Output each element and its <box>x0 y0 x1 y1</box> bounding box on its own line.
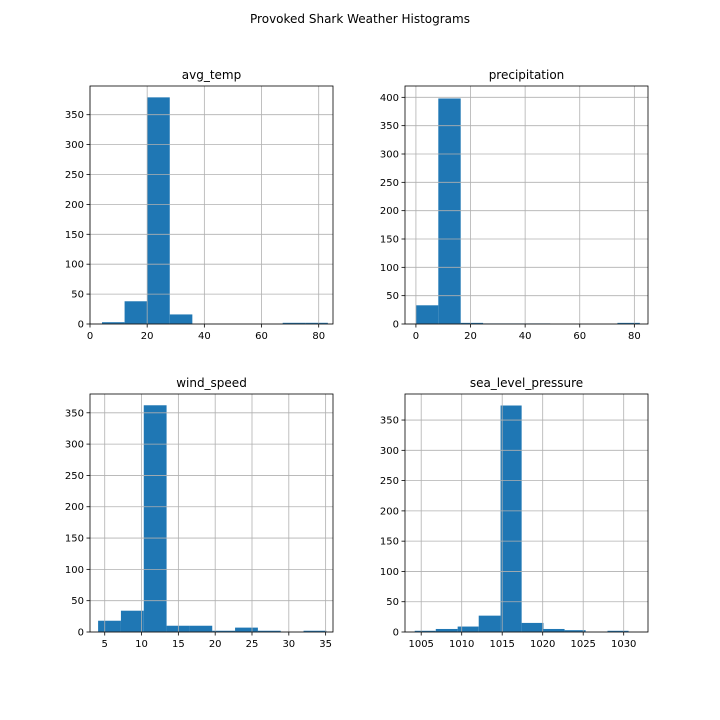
figure-title: Provoked Shark Weather Histograms <box>250 12 470 26</box>
histogram-bar <box>543 628 565 632</box>
y-tick-label: 150 <box>380 537 399 548</box>
x-tick-label: 40 <box>198 331 211 342</box>
y-tick-label: 0 <box>393 628 399 639</box>
y-tick-label: 250 <box>380 476 399 487</box>
x-tick-label: 20 <box>209 639 222 650</box>
histogram-bar <box>282 322 306 324</box>
y-tick-label: 100 <box>380 263 399 274</box>
y-tick-label: 300 <box>65 440 84 451</box>
histogram-bar <box>521 622 544 632</box>
histogram-precipitation: precipitation 0 20 40 60 80 0 50 100 150 200 250 300… <box>380 68 649 342</box>
y-tick-label: 50 <box>386 597 399 608</box>
x-tick-label: 5 <box>102 639 108 650</box>
histogram-bar <box>98 620 121 632</box>
y-tick-label: 0 <box>78 320 84 331</box>
y-tick-label: 350 <box>65 110 84 121</box>
histogram-bar <box>169 314 193 324</box>
x-tick-label: 80 <box>628 331 641 342</box>
y-tick-label: 150 <box>380 235 399 246</box>
y-tick-label: 350 <box>380 121 399 132</box>
axes-frame <box>89 85 334 325</box>
y-tick-label: 50 <box>71 596 84 607</box>
histogram-bar <box>438 98 461 324</box>
histogram-bar <box>435 628 458 632</box>
histogram-sea-level-pressure: sea_level_pressure 1005 1010 1015 1020 1025 10… <box>380 376 649 650</box>
x-tick-label: 40 <box>519 331 532 342</box>
x-tick-label: 30 <box>282 639 295 650</box>
histogram-bar <box>478 615 501 632</box>
y-tick-label: 250 <box>65 471 84 482</box>
axes-frame <box>404 85 649 325</box>
x-tick-label: 15 <box>172 639 185 650</box>
histogram-bar <box>212 630 236 632</box>
x-tick-label: 1010 <box>449 639 474 650</box>
histogram-bar <box>102 322 125 324</box>
histogram-bar <box>147 97 170 324</box>
y-tick-label: 0 <box>78 628 84 639</box>
x-tick-label: 0 <box>87 331 93 342</box>
y-tick-label: 0 <box>393 320 399 331</box>
histogram-bar <box>607 630 629 632</box>
histogram-bar <box>500 405 522 632</box>
y-tick-label: 150 <box>65 534 84 545</box>
y-tick-label: 400 <box>380 93 399 104</box>
y-tick-label: 100 <box>380 567 399 578</box>
histogram-bar <box>414 630 436 632</box>
histogram-bar <box>415 305 439 324</box>
y-tick-label: 300 <box>380 150 399 161</box>
histogram-bar <box>189 625 213 632</box>
histogram-bar <box>303 630 327 632</box>
y-tick-label: 350 <box>380 416 399 427</box>
y-tick-label: 300 <box>380 446 399 457</box>
y-tick-label: 200 <box>380 206 399 217</box>
axes-frame <box>404 393 649 633</box>
histogram-bar <box>457 626 479 632</box>
histogram-bar <box>120 610 144 632</box>
x-tick-label: 20 <box>464 331 477 342</box>
histogram-bar <box>564 630 586 632</box>
y-tick-label: 100 <box>65 260 84 271</box>
y-tick-label: 250 <box>380 178 399 189</box>
y-tick-label: 200 <box>380 506 399 517</box>
x-tick-label: 10 <box>135 639 148 650</box>
y-tick-label: 350 <box>65 408 84 419</box>
histogram-bar <box>305 322 328 324</box>
x-tick-label: 80 <box>312 331 325 342</box>
y-tick-label: 300 <box>65 140 84 151</box>
y-tick-label: 200 <box>65 502 84 513</box>
y-tick-label: 100 <box>65 565 84 576</box>
y-tick-label: 150 <box>65 230 84 241</box>
histogram-bar <box>124 301 148 324</box>
axes-frame <box>89 393 334 633</box>
x-tick-label: 35 <box>319 639 332 650</box>
x-tick-label: 60 <box>573 331 586 342</box>
y-tick-label: 50 <box>386 291 399 302</box>
histogram-bar <box>143 405 167 632</box>
subplot-title: avg_temp <box>182 68 241 82</box>
histogram-bar <box>257 630 281 632</box>
histogram-bar <box>460 322 484 324</box>
x-tick-label: 20 <box>141 331 154 342</box>
x-tick-label: 1025 <box>570 639 595 650</box>
x-tick-label: 1030 <box>611 639 636 650</box>
y-tick-label: 200 <box>65 200 84 211</box>
x-tick-label: 1020 <box>530 639 555 650</box>
x-tick-label: 25 <box>246 639 259 650</box>
y-tick-label: 50 <box>71 290 84 301</box>
y-tick-label: 250 <box>65 170 84 181</box>
subplot-title: wind_speed <box>176 376 247 390</box>
histogram-avg-temp: avg_temp 0 20 40 60 80 0 50 100 150 200 250 300 350 <box>65 68 334 342</box>
x-tick-label: 0 <box>413 331 419 342</box>
subplot-title: precipitation <box>489 68 565 82</box>
x-tick-label: 60 <box>255 331 268 342</box>
x-tick-label: 1005 <box>408 639 433 650</box>
histogram-bar <box>235 627 258 632</box>
histogram-bar <box>617 322 640 324</box>
x-tick-label: 1015 <box>489 639 514 650</box>
subplot-title: sea_level_pressure <box>470 376 583 390</box>
